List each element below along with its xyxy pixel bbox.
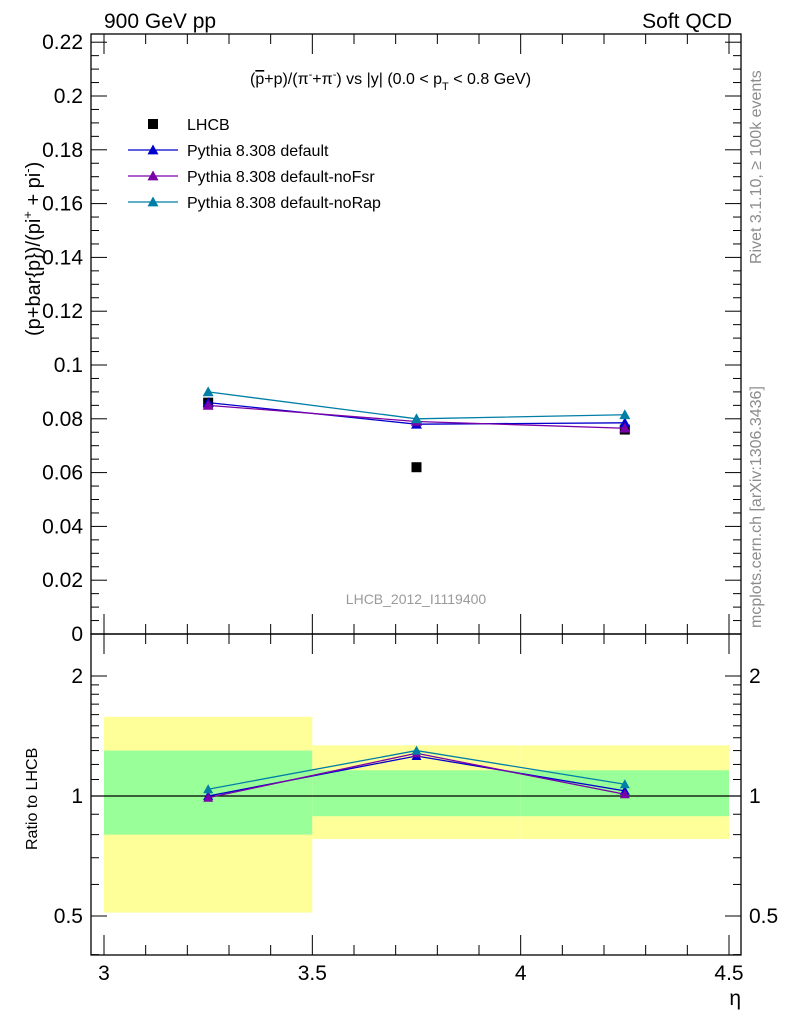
ratio-series-2-point-2 <box>619 779 630 789</box>
main-series-3-point-2 <box>619 409 631 420</box>
ratio-uncertainty-bands <box>91 716 741 913</box>
main-series-group <box>202 386 631 473</box>
legend-marker-triangle <box>147 144 159 155</box>
main-series-3-point-0 <box>202 386 214 397</box>
ratio-series-1-point-2 <box>619 789 630 799</box>
green-band-1 <box>312 770 521 817</box>
main-y-tick-label: 0.16 <box>42 193 83 216</box>
main-y-tick-label: 0 <box>71 623 83 646</box>
legend-marker-triangle <box>147 170 159 181</box>
legend: LHCB Pythia 8.308 default Pythia 8.308 def… <box>128 117 381 212</box>
main-y-tick-label: 0.04 <box>42 515 83 538</box>
ratio-y-tick-label: 2 <box>71 665 83 688</box>
ratio-panel-frame <box>90 633 742 956</box>
main-y-axis-label: (p+bar{p})/(pi+ + pi-) <box>20 162 45 336</box>
main-y-tick-label: 0.02 <box>42 569 83 592</box>
main-series-2-point-0 <box>202 399 214 410</box>
legend-label: Pythia 8.308 default-noFsr <box>187 169 375 186</box>
ratio-y-tick-label-right: 0.5 <box>749 905 778 928</box>
legend-marker-triangle <box>147 196 159 207</box>
lhcb-data-point-1 <box>411 462 422 473</box>
legend-marker-lhcb <box>148 119 158 129</box>
ratio-series-2-point-0 <box>203 784 214 794</box>
x-tick-label: 4.5 <box>714 962 743 985</box>
main-y-tick-label: 0.08 <box>42 408 83 431</box>
main-y-tick-label: 0.22 <box>42 31 83 54</box>
x-axis-label: η <box>729 987 741 1010</box>
header-left-label: 900 GeV pp <box>104 10 216 33</box>
main-y-tick-label: 0.1 <box>54 354 83 377</box>
main-series-3-point-1 <box>411 413 422 424</box>
main-y-tick-label: 0.18 <box>42 139 83 162</box>
legend-label: Pythia 8.308 default <box>187 143 329 160</box>
main-plot-title: (p+p)/(π-+π-) vs |y| (0.0 < pT < 0.8 GeV… <box>250 69 531 93</box>
ratio-series-group <box>203 745 630 802</box>
ratio-series-1-point-0 <box>203 792 214 802</box>
main-series-2-point-2 <box>619 422 631 433</box>
ratio-y-tick-label-right: 1 <box>749 785 761 808</box>
axes-group: 0 0.02 0.04 0.06 0.08 0.1 0.12 0.14 0.16 0.18 0.2 0… <box>42 31 778 985</box>
main-y-tick-label: 0.06 <box>42 462 83 485</box>
mcplots-label: mcplots.cern.ch [arXiv:1306.3436] <box>748 386 765 628</box>
main-y-tick-label: 0.2 <box>54 85 83 108</box>
main-y-tick-label: 0.12 <box>42 300 83 323</box>
ratio-y-tick-label: 1 <box>71 785 83 808</box>
ratio-y-axis-label: Ratio to LHCB <box>24 748 41 850</box>
rivet-label: Rivet 3.1.10, ≥ 100k events <box>748 70 765 264</box>
x-tick-label: 3 <box>98 962 110 985</box>
main-series-1-point-2 <box>619 417 631 428</box>
analysis-watermark: LHCB_2012_I1119400 <box>346 591 487 607</box>
ratio-series-2-point-1 <box>411 745 422 755</box>
header-right-label: Soft QCD <box>642 10 732 33</box>
legend-label: Pythia 8.308 default-noRap <box>187 195 381 212</box>
main-y-tick-label: 0.14 <box>42 246 83 269</box>
legend-label: LHCB <box>187 117 230 134</box>
x-tick-label: 4 <box>515 962 527 985</box>
x-tick-label: 3.5 <box>298 962 327 985</box>
ratio-y-tick-label: 0.5 <box>54 905 83 928</box>
ratio-y-tick-label-right: 2 <box>749 665 761 688</box>
